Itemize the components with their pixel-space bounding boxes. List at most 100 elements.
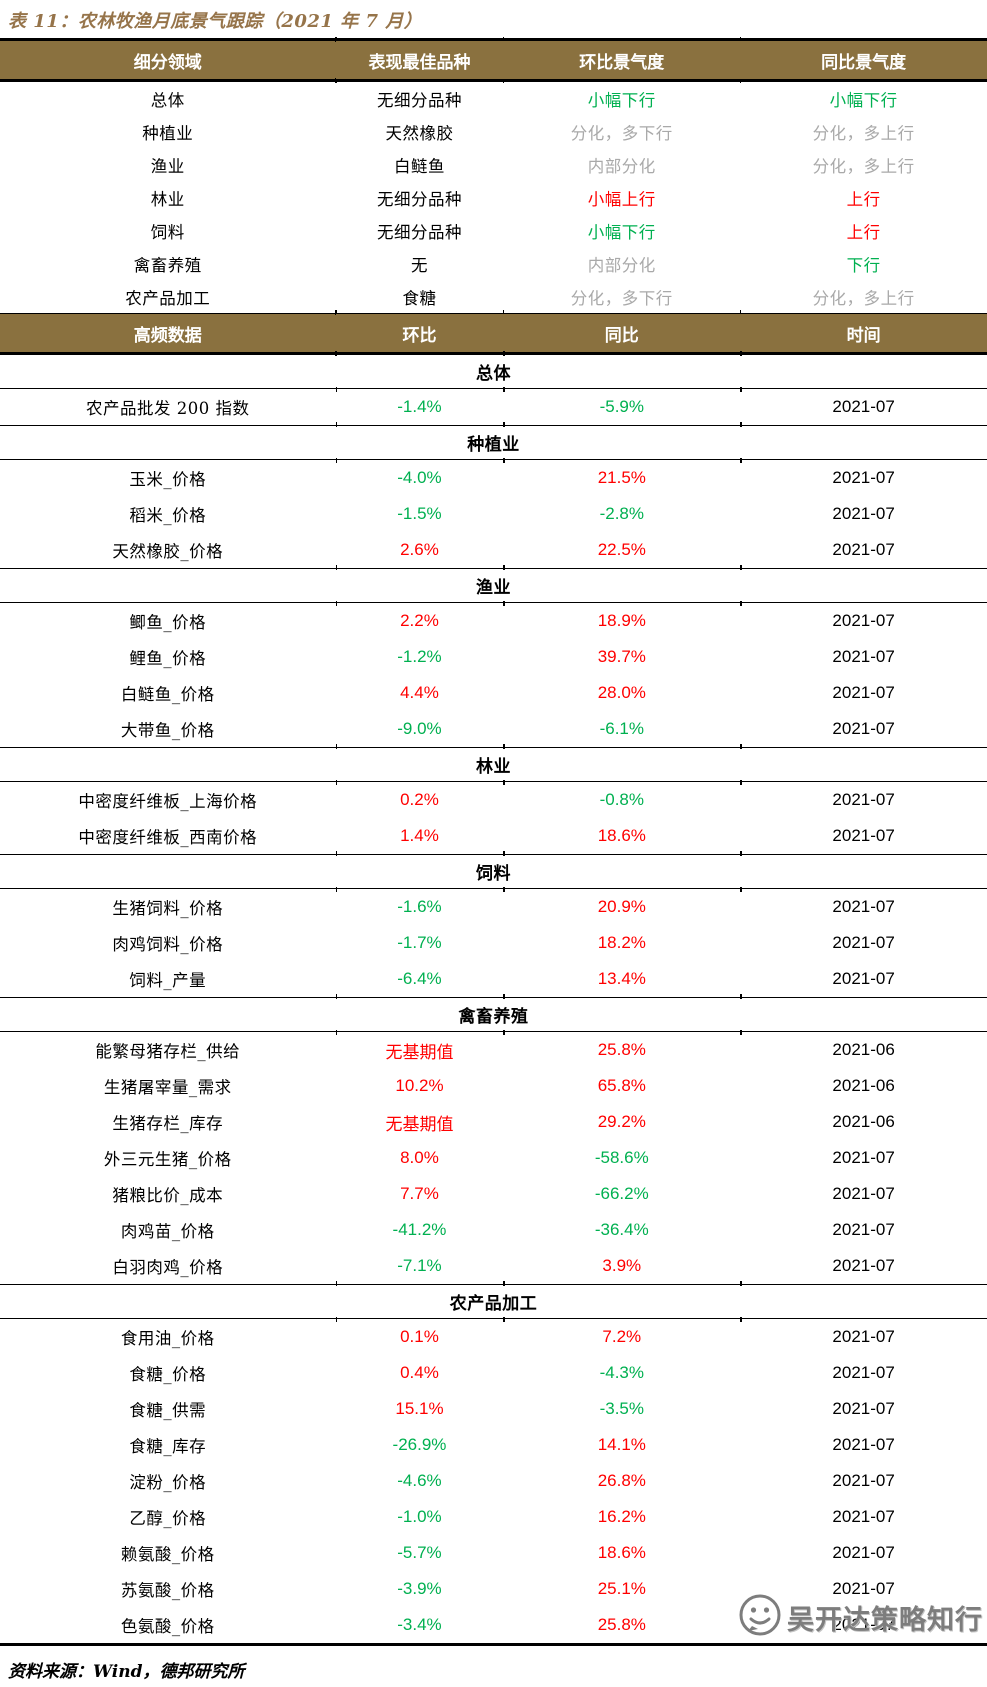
best-variety-cell: 无细分品种 xyxy=(376,189,462,209)
column-rule-tick xyxy=(335,458,338,463)
indicator-cell: 玉米_价格 xyxy=(129,470,207,489)
date-cell: 2021-06 xyxy=(832,1112,895,1131)
yoy-value-cell: 13.4% xyxy=(597,969,646,988)
hf-data-row: 淀粉_价格 -4.6% 26.8% 2021-07 xyxy=(0,1463,987,1499)
header-segment: 细分领域 xyxy=(0,37,337,83)
section-title-cell: 农产品加工 xyxy=(0,1281,987,1322)
yoy-value-cell: -3.5% xyxy=(599,1399,644,1418)
yoy-value-cell: 18.6% xyxy=(597,826,646,845)
column-rule-tick xyxy=(740,744,742,749)
hf-data-row: 天然橡胶_价格 2.6% 22.5% 2021-07 xyxy=(0,532,987,569)
section-title-row: 总体 xyxy=(0,351,987,392)
mom-value-cell: 无基期值 xyxy=(385,1042,454,1062)
yoy-value-cell: 25.8% xyxy=(597,1615,646,1634)
hf-data-row: 白鲢鱼_价格 4.4% 28.0% 2021-07 xyxy=(0,675,987,711)
mom-value-cell: 0.2% xyxy=(400,790,439,809)
column-rule-tick xyxy=(740,994,742,999)
date-cell: 2021-06 xyxy=(832,1076,895,1095)
yoy-value-cell: 7.2% xyxy=(602,1327,642,1346)
sector-row: 饲料 无细分品种 小幅下行 上行 xyxy=(0,214,987,247)
sector-row: 渔业 白鲢鱼 内部分化 分化，多上行 xyxy=(0,148,987,181)
mom-value-cell: -1.6% xyxy=(397,897,442,916)
indicator-cell: 稻米_价格 xyxy=(129,506,207,525)
section-title-cell: 林业 xyxy=(0,744,987,785)
date-cell: 2021-06 xyxy=(832,1040,895,1059)
column-rule-tick xyxy=(502,78,505,83)
column-rule-tick xyxy=(503,1317,505,1322)
column-rule-tick xyxy=(739,78,742,83)
yoy-value-cell: -36.4% xyxy=(594,1220,649,1239)
segment-cell: 林业 xyxy=(150,189,185,209)
header-yoy-sentiment: 同比景气度 xyxy=(740,38,987,82)
hf-data-row: 白羽肉鸡_价格 -7.1% 3.9% 2021-07 xyxy=(0,1248,987,1285)
segment-cell: 总体 xyxy=(150,90,185,110)
indicator-cell: 淀粉_价格 xyxy=(129,1473,207,1492)
best-variety-cell: 无 xyxy=(410,255,428,275)
mom-value-cell: -3.4% xyxy=(397,1615,442,1634)
column-rule-tick xyxy=(503,351,505,356)
mom-value-cell: -1.2% xyxy=(397,647,442,666)
column-rule-tick xyxy=(335,78,337,83)
best-variety-cell: 无细分品种 xyxy=(376,222,462,242)
yoy-value-cell: -0.8% xyxy=(599,790,644,809)
date-cell: 2021-07 xyxy=(832,1471,895,1490)
mom-value-cell: 0.1% xyxy=(400,1327,439,1346)
date-cell: 2021-07 xyxy=(832,897,895,916)
column-rule-tick xyxy=(503,744,505,749)
sector-header-row: 细分领域 表现最佳品种 环比景气度 同比景气度 xyxy=(0,37,987,83)
column-rule-tick xyxy=(335,780,338,785)
mom-value-cell: 8.0% xyxy=(400,1148,439,1167)
column-rule-tick xyxy=(502,310,505,315)
date-cell: 2021-07 xyxy=(832,611,895,630)
column-rule-tick xyxy=(740,1281,742,1286)
yoy-value-cell: 29.2% xyxy=(597,1112,646,1131)
column-rule-tick xyxy=(740,387,742,392)
date-cell: 2021-07 xyxy=(832,1543,895,1562)
indicator-cell: 生猪存栏_库存 xyxy=(112,1114,224,1133)
indicator-cell: 猪粮比价_成本 xyxy=(112,1186,224,1205)
best-variety-cell: 无细分品种 xyxy=(376,90,462,110)
date-cell: 2021-07 xyxy=(832,1256,895,1275)
hf-data-row: 食糖_供需 15.1% -3.5% 2021-07 xyxy=(0,1391,987,1427)
column-rule-tick xyxy=(503,422,505,427)
date-cell: 2021-07 xyxy=(832,1399,895,1418)
hf-data-row: 食用油_价格 0.1% 7.2% 2021-07 xyxy=(0,1319,987,1356)
column-rule-tick xyxy=(335,422,338,427)
mom-value-cell: -26.9% xyxy=(392,1435,447,1454)
date-cell: 2021-07 xyxy=(832,397,895,416)
yoy-value-cell: -58.6% xyxy=(594,1148,649,1167)
header-mom: 环比 xyxy=(335,310,505,356)
mom-sentiment-cell: 分化，多下行 xyxy=(570,288,673,308)
section-title-row: 渔业 xyxy=(0,565,987,606)
date-cell: 2021-07 xyxy=(832,719,895,738)
section-title-row: 饲料 xyxy=(0,851,987,892)
hf-data-row: 能繁母猪存栏_供给 无基期值 25.8% 2021-06 xyxy=(0,1032,987,1069)
yoy-value-cell: 26.8% xyxy=(597,1471,646,1490)
column-rule-tick xyxy=(740,851,742,856)
date-cell: 2021-07 xyxy=(832,468,895,487)
mom-value-cell: 无基期值 xyxy=(385,1114,454,1134)
date-cell: 2021-07 xyxy=(832,647,895,666)
section-title-row: 林业 xyxy=(0,744,987,785)
indicator-cell: 食用油_价格 xyxy=(120,1329,215,1348)
column-rule-tick xyxy=(740,565,742,570)
column-rule-tick xyxy=(335,744,338,749)
column-rule-tick xyxy=(740,887,742,892)
sector-row: 禽畜养殖 无 内部分化 下行 xyxy=(0,247,987,280)
mom-value-cell: -41.2% xyxy=(392,1220,447,1239)
indicator-cell: 饲料_产量 xyxy=(129,971,207,990)
column-rule-tick xyxy=(503,601,505,606)
sector-row: 农产品加工 食糖 分化，多下行 分化，多上行 xyxy=(0,280,987,313)
best-variety-cell: 白鲢鱼 xyxy=(393,156,445,176)
yoy-value-cell: 14.1% xyxy=(597,1435,646,1454)
mom-value-cell: 15.1% xyxy=(395,1399,444,1418)
indicator-cell: 乙醇_价格 xyxy=(129,1509,207,1528)
yoy-sentiment-cell: 下行 xyxy=(846,255,881,275)
hf-data-row: 生猪饲料_价格 -1.6% 20.9% 2021-07 xyxy=(0,889,987,926)
yoy-value-cell: 21.5% xyxy=(597,468,646,487)
hf-data-row: 食糖_价格 0.4% -4.3% 2021-07 xyxy=(0,1355,987,1391)
column-rule-tick xyxy=(740,1317,742,1322)
header-best-variety: 表现最佳品种 xyxy=(335,37,505,83)
mom-value-cell: 4.4% xyxy=(400,683,439,702)
